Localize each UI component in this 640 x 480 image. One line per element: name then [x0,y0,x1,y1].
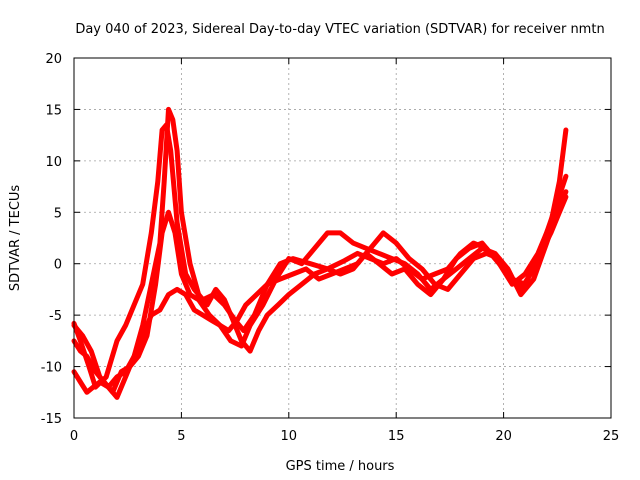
y-axis-label: SDTVAR / TECUs [8,185,23,292]
y-tick-label: -5 [49,309,62,324]
series-line-4 [71,194,569,400]
plot-frame [73,57,612,419]
y-tick-label: 5 [54,206,62,221]
x-tick-label: 20 [495,429,512,444]
y-tick-label: -15 [41,412,62,427]
y-tick-label: 0 [54,258,62,273]
y-tick-label: 10 [45,155,62,170]
y-tick-label: 20 [45,52,62,67]
x-tick-label: 10 [281,429,298,444]
chart-title: Day 040 of 2023, Sidereal Day-to-day VTE… [75,22,604,37]
series-line-2 [71,173,569,395]
plot-series [71,106,569,400]
x-tick-label: 5 [177,429,185,444]
x-axis-label: GPS time / hours [286,459,395,474]
axis-ticks: 0 5 10 15 20 25 -15 -10 -5 0 5 10 15 20 [41,52,620,444]
grid-lines [74,58,611,418]
x-tick-label: 0 [70,429,78,444]
x-tick-label: 25 [603,429,620,444]
y-tick-label: -10 [41,361,62,376]
x-tick-label: 15 [388,429,405,444]
y-tick-label: 15 [45,103,62,118]
